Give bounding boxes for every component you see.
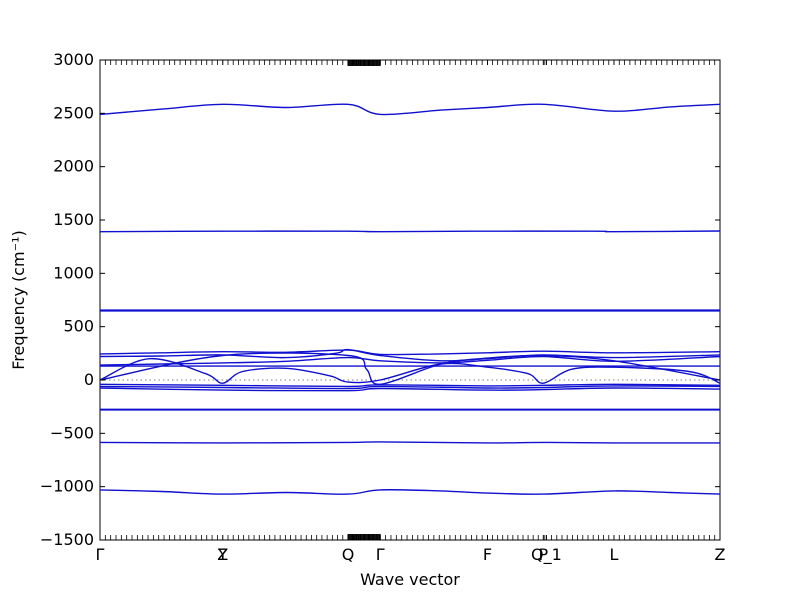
x-tick-label: Y bbox=[217, 545, 228, 564]
band-series-17 bbox=[99, 489, 721, 495]
y-tick-label: 1000 bbox=[53, 263, 94, 282]
band-series-13 bbox=[99, 387, 721, 392]
band-series-7 bbox=[99, 355, 721, 366]
y-tick-label: −1000 bbox=[40, 477, 94, 496]
y-tick-label: 1500 bbox=[53, 210, 94, 229]
x-axis-ticks: Γ YZ Q Γ F PQ_1 L Z bbox=[96, 60, 726, 565]
x-tick-label: Γ bbox=[376, 545, 385, 564]
y-tick-label: −1500 bbox=[40, 530, 94, 549]
x-tick-label: Z bbox=[715, 545, 726, 564]
y-tick-label: 2500 bbox=[53, 103, 94, 122]
band-series-1 bbox=[99, 103, 721, 116]
y-tick-label: 500 bbox=[63, 317, 94, 336]
y-tick-label: −500 bbox=[50, 423, 94, 442]
y-tick-label: 2000 bbox=[53, 157, 94, 176]
y-axis-ticks: −1500 −1000 −500 0 500 1000 1500 2000 2500 3000 bbox=[40, 50, 720, 549]
y-tick-label: 0 bbox=[84, 370, 94, 389]
x-tick-label: F bbox=[483, 545, 492, 564]
series-layer bbox=[99, 103, 721, 495]
band-series-10 bbox=[99, 352, 721, 386]
x-axis-label: Wave vector bbox=[360, 570, 460, 589]
band-series-9 bbox=[99, 357, 721, 384]
band-series-2 bbox=[99, 230, 721, 233]
x-tick-label: Z bbox=[217, 545, 228, 564]
y-axis-label: Frequency (cm⁻¹) bbox=[9, 230, 28, 369]
plot-area bbox=[99, 59, 721, 541]
x-tick-label: Q bbox=[342, 545, 355, 564]
band-series-11 bbox=[99, 383, 721, 388]
band-series-5 bbox=[99, 349, 721, 356]
x-tick-label: Γ bbox=[96, 545, 105, 564]
x-tick-label: P bbox=[538, 545, 548, 564]
band-series-12 bbox=[99, 385, 721, 390]
x-tick-label: Q_1 bbox=[531, 545, 562, 565]
band-series-16 bbox=[99, 441, 721, 444]
x-tick-label: L bbox=[610, 545, 619, 564]
y-tick-label: 3000 bbox=[53, 50, 94, 69]
